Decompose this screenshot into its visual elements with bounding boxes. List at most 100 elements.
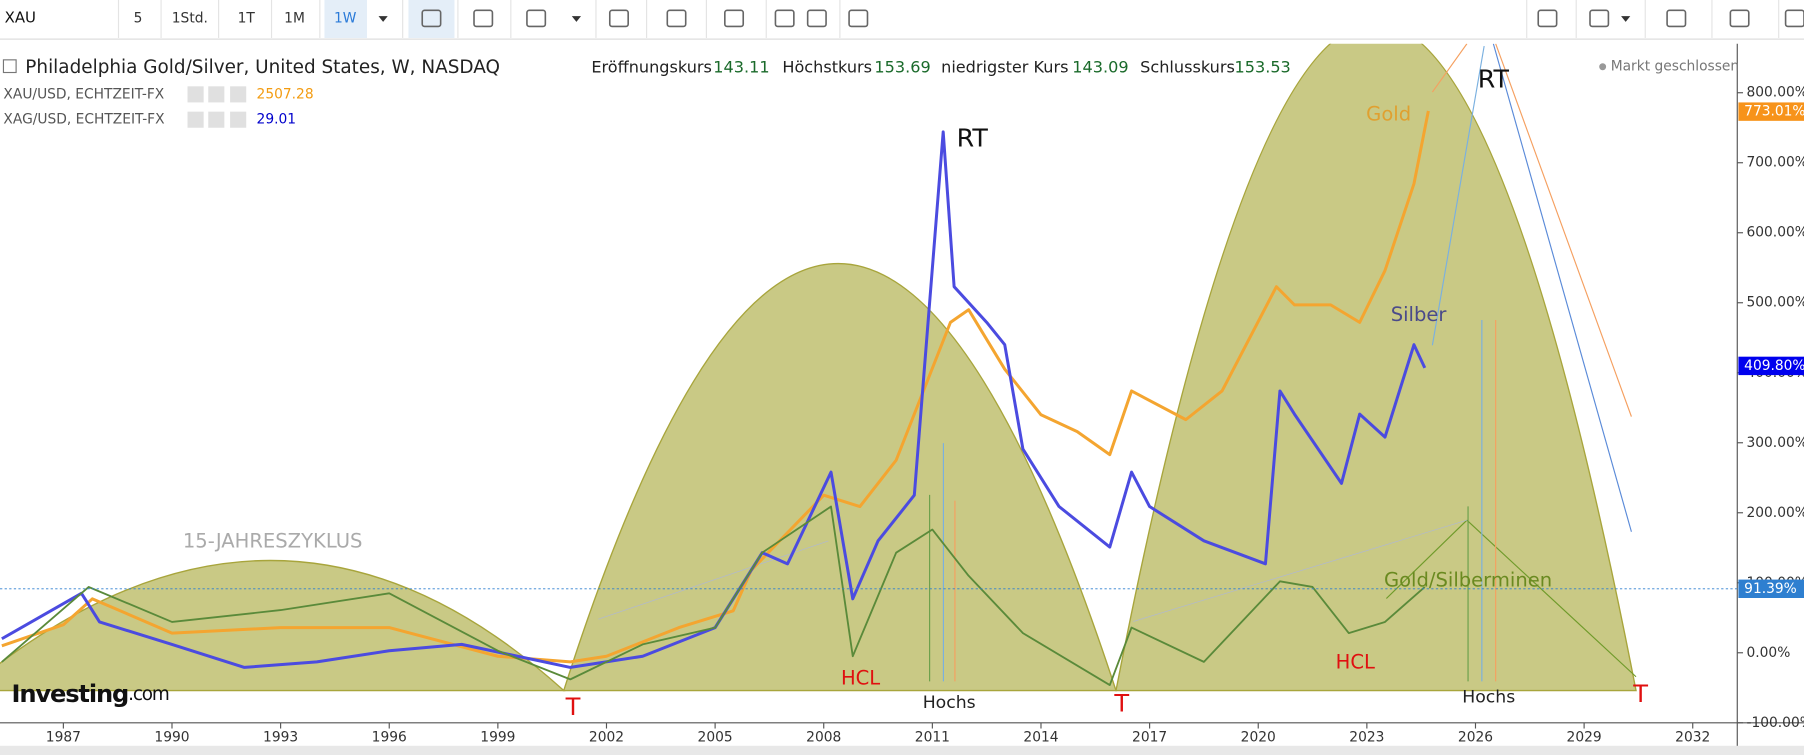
line-button[interactable]	[473, 9, 494, 28]
fullscreen-button[interactable]	[1784, 9, 1804, 28]
y-tick-label: 200.00%	[1746, 505, 1804, 521]
cycle-arc	[1115, 43, 1637, 692]
alert-button[interactable]	[848, 9, 869, 28]
settings-button[interactable]	[608, 9, 629, 28]
quote-value: 153.53	[1234, 57, 1290, 76]
x-tick-label: 2008	[806, 730, 841, 746]
annotation: HCL	[841, 667, 880, 690]
annotation: HCL	[1336, 650, 1375, 673]
load-button[interactable]	[1666, 9, 1687, 28]
quote-value: 143.11	[713, 57, 769, 76]
x-tick-label: 1993	[263, 730, 298, 746]
interval-button[interactable]: 5	[134, 10, 143, 26]
price-tag	[1738, 356, 1804, 376]
cycle-arc	[0, 559, 566, 692]
y-tick-label: 500.00%	[1746, 295, 1804, 311]
legend-icon[interactable]	[230, 111, 247, 128]
legend-icon[interactable]	[187, 86, 204, 103]
redo-button[interactable]	[806, 9, 827, 28]
undo-button[interactable]	[774, 9, 795, 28]
dropdown-arrow[interactable]	[378, 16, 388, 22]
x-tick-label: 2014	[1023, 730, 1058, 746]
price-tag	[1738, 579, 1804, 599]
x-tick-label: 2020	[1241, 730, 1276, 746]
price-tag-label: 409.80%	[1744, 358, 1804, 374]
color-button[interactable]	[1589, 9, 1610, 28]
screenshot-button[interactable]	[1537, 9, 1558, 28]
series-line	[1, 505, 1426, 686]
trend-line	[1133, 519, 1468, 622]
price-tag-label: 91.39%	[1744, 581, 1797, 597]
interval-button[interactable]: 1T	[238, 10, 256, 26]
x-tick-label: 2017	[1132, 730, 1167, 746]
trend-line	[1431, 45, 1485, 346]
annotation: RT	[957, 123, 989, 152]
x-tick-label: 1999	[480, 730, 515, 746]
price-tag-label: 773.01%	[1744, 104, 1804, 120]
trend-line	[1492, 43, 1632, 532]
chart-title: Philadelphia Gold/Silver, United States,…	[25, 57, 500, 78]
chart-type-bg	[408, 0, 455, 38]
toolbar	[0, 0, 1804, 40]
legend-value: 2507.28	[257, 86, 314, 102]
interval-button[interactable]: 1Std.	[172, 10, 208, 26]
y-tick-label: 800.00%	[1746, 85, 1804, 101]
price-tag	[1738, 102, 1804, 121]
x-tick-label: 2026	[1458, 730, 1493, 746]
series-label: Gold/Silberminen	[1384, 569, 1552, 592]
market-status: Markt geschlossen	[1611, 59, 1739, 75]
series-label: Gold	[1366, 103, 1411, 126]
trend-line	[1385, 519, 1468, 599]
interval-button[interactable]: 1M	[284, 10, 305, 26]
indicators-button[interactable]	[666, 9, 687, 28]
legend-icon[interactable]	[230, 86, 247, 103]
legend-name: XAU/USD, ECHTZEIT-FX	[3, 86, 164, 102]
quote-label: Höchstkurs	[782, 57, 872, 76]
dropdown-arrow[interactable]	[1621, 16, 1631, 22]
quote-label: niedrigster Kurs	[941, 57, 1068, 76]
y-tick-label: 0.00%	[1746, 645, 1790, 661]
active-interval-bg	[324, 0, 368, 38]
series-line	[1, 130, 1427, 669]
legend-icon[interactable]	[187, 111, 204, 128]
y-tick-label: 600.00%	[1746, 225, 1804, 241]
bottom-bar	[0, 745, 1804, 755]
legend-icon[interactable]	[208, 111, 225, 128]
quote-label: Schlusskurs	[1140, 57, 1235, 76]
annotation: Hochs	[1462, 687, 1515, 707]
series-line	[1, 110, 1430, 664]
interval-button[interactable]: 1W	[334, 10, 357, 26]
symbol: XAU	[5, 8, 36, 26]
x-tick-label: 2023	[1349, 730, 1384, 746]
x-tick-label: 2029	[1567, 730, 1602, 746]
dropdown-arrow[interactable]	[571, 16, 582, 22]
x-tick-label: 2011	[915, 730, 950, 746]
save-button[interactable]	[1729, 9, 1750, 28]
status-dot	[1599, 63, 1607, 71]
y-tick-label: 300.00%	[1746, 435, 1804, 451]
logo: Investing.com	[12, 680, 169, 708]
x-tick-label: 1990	[154, 730, 189, 746]
legend-value: 29.01	[257, 112, 296, 128]
annotation: T	[565, 693, 581, 721]
candles-button[interactable]	[421, 9, 442, 28]
x-tick-label: 2002	[589, 730, 624, 746]
legend-name: XAG/USD, ECHTZEIT-FX	[3, 112, 165, 128]
quote-value: 143.09	[1072, 57, 1128, 76]
trend-line	[598, 540, 829, 620]
bars-button[interactable]	[526, 9, 547, 28]
logo-suffix: .com	[128, 684, 169, 705]
annotation: RT	[1478, 65, 1510, 94]
y-tick-label: -100.00%	[1746, 715, 1804, 731]
x-tick-label: 1996	[372, 730, 407, 746]
compare-button[interactable]	[724, 9, 745, 28]
legend-icon[interactable]	[208, 86, 225, 103]
collapse-box[interactable]	[2, 59, 17, 74]
annotation: T	[1113, 689, 1129, 717]
annotation: 15-JAHRESZYKLUS	[183, 530, 363, 553]
annotation: T	[1632, 680, 1648, 708]
x-tick-label: 1987	[46, 730, 81, 746]
plot-area: Gold Silber Gold/Silberminen 15-JAHRESZYKLU…	[0, 43, 1648, 721]
